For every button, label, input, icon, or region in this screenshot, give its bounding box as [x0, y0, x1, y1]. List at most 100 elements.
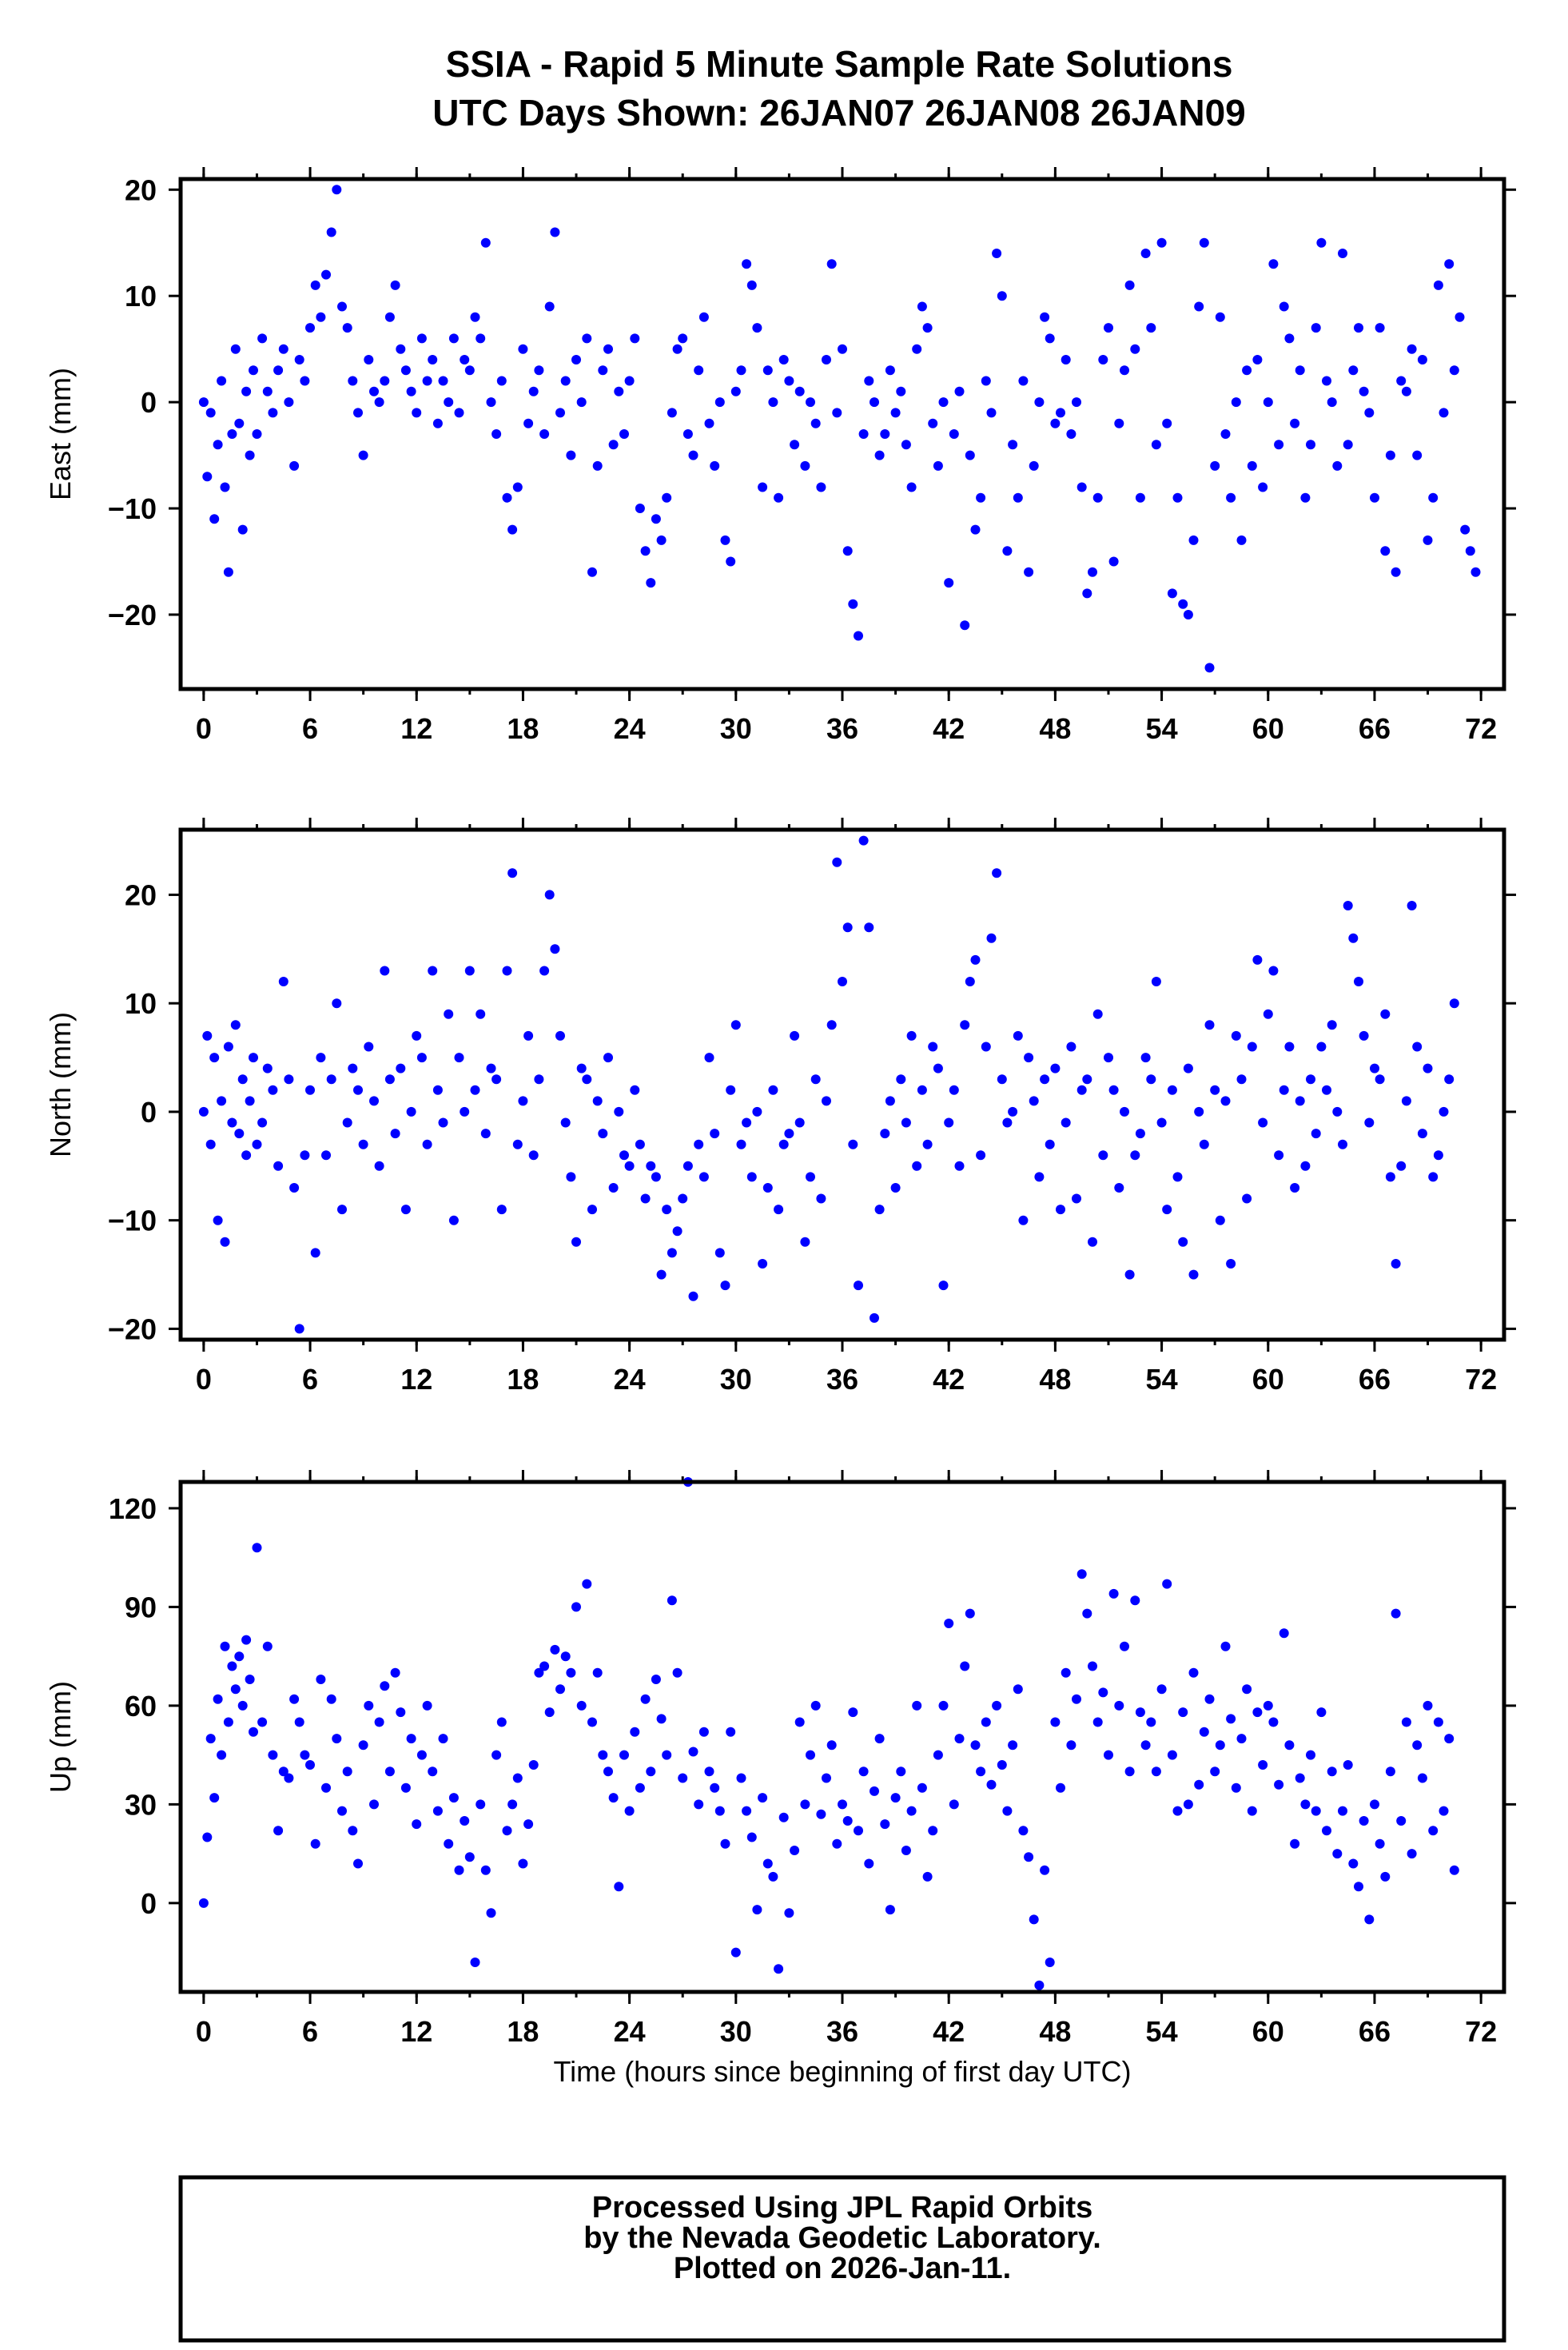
data-point: [496, 376, 507, 386]
data-point: [794, 1717, 805, 1727]
data-point: [870, 1786, 879, 1796]
data-point: [1135, 492, 1145, 503]
data-point: [672, 344, 683, 354]
data-point: [630, 1085, 640, 1095]
data-point: [1013, 1684, 1023, 1695]
data-point: [1268, 1717, 1279, 1727]
data-point: [1428, 1172, 1439, 1182]
data-point: [640, 1193, 651, 1204]
data-point: [289, 1183, 300, 1193]
data-point: [896, 1074, 906, 1085]
data-point: [954, 386, 965, 396]
data-point: [1156, 1684, 1167, 1695]
data-point: [678, 1773, 688, 1783]
data-point: [976, 492, 986, 503]
data-point: [1370, 492, 1379, 503]
data-point: [1156, 1117, 1167, 1128]
data-point: [337, 1806, 347, 1816]
x-tick-label: 6: [302, 712, 318, 745]
data-point: [714, 397, 725, 408]
data-point: [1332, 1849, 1343, 1859]
data-point: [1178, 1707, 1188, 1718]
data-point: [316, 1675, 326, 1684]
data-point: [1247, 460, 1257, 471]
data-point: [1082, 1074, 1092, 1085]
panel-east: 0 6 12 18 24 30 36 42 48 54 60 66 72 −20 −10 0 10 20 East …: [44, 167, 1516, 745]
data-point: [1040, 1865, 1050, 1875]
data-point: [1018, 376, 1029, 386]
x-tick-label: 66: [1359, 2015, 1391, 2048]
data-point: [1380, 546, 1391, 556]
data-point: [1210, 1085, 1220, 1095]
data-point: [571, 1237, 581, 1247]
data-point: [608, 440, 619, 450]
data-point: [582, 1074, 592, 1085]
data-point: [784, 376, 794, 386]
data-point: [981, 1717, 991, 1727]
data-point: [592, 1667, 603, 1678]
data-point: [294, 1324, 304, 1334]
data-point: [752, 1106, 762, 1117]
data-point: [592, 460, 603, 471]
data-point: [202, 1832, 213, 1842]
data-point: [507, 868, 518, 878]
data-point: [1449, 998, 1459, 1009]
data-point: [1417, 1773, 1427, 1783]
data-point: [1082, 588, 1092, 599]
x-tick-label: 24: [614, 1363, 646, 1396]
data-point: [662, 492, 672, 503]
data-point: [800, 1799, 810, 1810]
data-point: [954, 1734, 965, 1744]
data-point: [438, 1117, 448, 1128]
data-point: [784, 1908, 794, 1918]
plot-frame: [178, 177, 1506, 691]
data-point: [603, 1053, 613, 1063]
data-point: [965, 450, 975, 460]
data-point: [928, 418, 938, 428]
data-point: [854, 1826, 863, 1836]
data-point: [220, 1237, 230, 1247]
data-point: [858, 835, 869, 846]
data-point: [534, 1667, 544, 1678]
data-point: [1327, 1766, 1337, 1777]
data-point: [1114, 1700, 1124, 1711]
data-point: [534, 1074, 544, 1085]
data-point: [1412, 450, 1423, 460]
data-point: [928, 1826, 938, 1836]
data-point: [778, 1812, 789, 1822]
data-point: [480, 1129, 491, 1139]
data-point: [1024, 1852, 1034, 1862]
data-point: [1088, 1237, 1097, 1247]
data-point: [1449, 1865, 1459, 1875]
data-point: [422, 1700, 432, 1711]
data-point: [1306, 1750, 1315, 1760]
data-point: [539, 1661, 550, 1671]
data-point: [1220, 1641, 1231, 1651]
data-point: [1092, 1717, 1103, 1727]
data-point: [205, 1139, 216, 1149]
data-point: [864, 1858, 874, 1869]
data-point: [624, 1806, 635, 1816]
data-point: [332, 998, 342, 1009]
data-point: [348, 1063, 358, 1073]
data-point: [800, 460, 810, 471]
data-point: [806, 397, 815, 408]
data-point: [694, 1139, 704, 1149]
data-point: [624, 376, 635, 386]
data-point: [762, 365, 773, 376]
data-point: [1322, 1826, 1331, 1836]
data-point: [1056, 408, 1065, 418]
data-point: [234, 418, 245, 428]
data-point: [448, 1215, 459, 1225]
data-point: [470, 312, 480, 322]
data-point: [1439, 408, 1449, 418]
data-point: [198, 1898, 209, 1908]
data-point: [400, 1205, 411, 1215]
data-point: [1066, 429, 1077, 439]
data-point: [1311, 1129, 1321, 1139]
data-point: [587, 1205, 597, 1215]
data-point: [406, 1734, 416, 1744]
data-point: [890, 1793, 901, 1803]
data-point: [981, 376, 991, 386]
data-point: [1146, 1717, 1156, 1727]
